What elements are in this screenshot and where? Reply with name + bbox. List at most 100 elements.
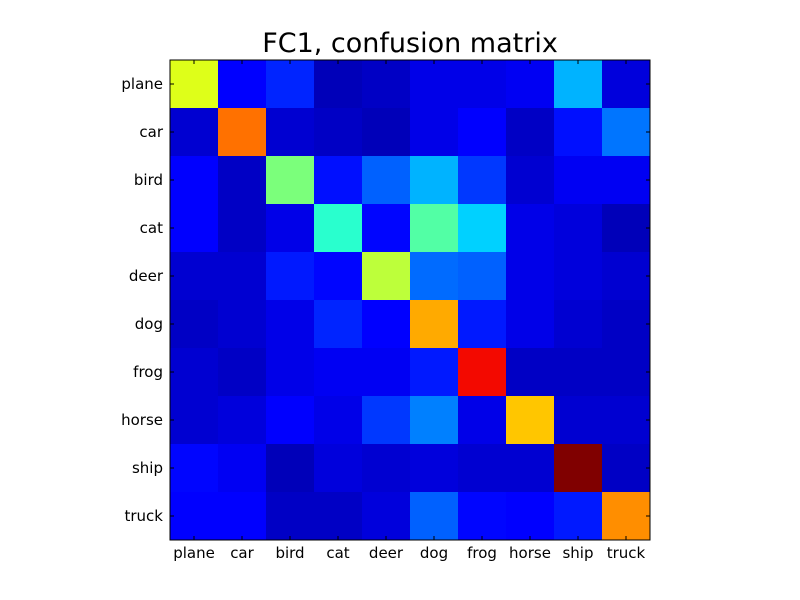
heatmap-cell-ship-bird: [266, 444, 315, 493]
heatmap-cell-frog-dog: [410, 348, 459, 397]
heatmap-cell-ship-deer: [362, 444, 411, 493]
heatmap-cell-bird-ship: [554, 156, 603, 205]
heatmap-cell-bird-cat: [314, 156, 363, 205]
heatmap-cell-truck-car: [218, 492, 267, 541]
y-tick-label-plane: plane: [121, 75, 163, 93]
x-tick-label-bird: bird: [275, 544, 304, 562]
heatmap-cells: [170, 60, 651, 541]
heatmap-cell-dog-frog: [458, 300, 507, 349]
heatmap-cell-cat-ship: [554, 204, 603, 253]
y-tick-label-deer: deer: [129, 267, 164, 285]
heatmap-cell-truck-ship: [554, 492, 603, 541]
heatmap-cell-horse-horse: [506, 396, 555, 445]
plot-frame: [169, 59, 651, 541]
heatmap-cell-deer-deer: [362, 252, 411, 301]
heatmap-cell-frog-truck: [602, 348, 651, 397]
heatmap-cell-truck-bird: [266, 492, 315, 541]
heatmap-cell-ship-cat: [314, 444, 363, 493]
heatmap-cell-truck-dog: [410, 492, 459, 541]
heatmap-cell-bird-truck: [602, 156, 651, 205]
heatmap-cell-deer-cat: [314, 252, 363, 301]
heatmap-cell-plane-truck: [602, 60, 651, 109]
heatmap-cell-ship-frog: [458, 444, 507, 493]
heatmap-cell-cat-dog: [410, 204, 459, 253]
heatmap-cell-cat-deer: [362, 204, 411, 253]
tick-labels: plane car bird cat deer dog frog horse ship truck…: [121, 75, 645, 562]
heatmap-cell-dog-ship: [554, 300, 603, 349]
heatmap-cell-horse-bird: [266, 396, 315, 445]
x-tick-label-ship: ship: [562, 544, 593, 562]
heatmap-cell-horse-deer: [362, 396, 411, 445]
heatmap-cell-car-dog: [410, 108, 459, 157]
heatmap-cell-ship-plane: [170, 444, 219, 493]
heatmap-cell-cat-cat: [314, 204, 363, 253]
heatmap-cell-deer-truck: [602, 252, 651, 301]
x-tick-label-deer: deer: [369, 544, 404, 562]
y-tick-label-truck: truck: [125, 507, 164, 525]
heatmap-cell-horse-car: [218, 396, 267, 445]
heatmap-cell-deer-car: [218, 252, 267, 301]
heatmap-cell-horse-truck: [602, 396, 651, 445]
heatmap-cell-bird-plane: [170, 156, 219, 205]
heatmap-cell-car-cat: [314, 108, 363, 157]
heatmap-cell-plane-bird: [266, 60, 315, 109]
heatmap-cell-frog-bird: [266, 348, 315, 397]
heatmap-cell-car-bird: [266, 108, 315, 157]
heatmap-cell-deer-plane: [170, 252, 219, 301]
y-tick-label-car: car: [139, 123, 163, 141]
heatmap-cell-deer-horse: [506, 252, 555, 301]
heatmap-cell-dog-bird: [266, 300, 315, 349]
heatmap-cell-frog-horse: [506, 348, 555, 397]
heatmap-cell-bird-dog: [410, 156, 459, 205]
heatmap-cell-truck-plane: [170, 492, 219, 541]
heatmap-cell-ship-ship: [554, 444, 603, 493]
heatmap-cell-horse-plane: [170, 396, 219, 445]
heatmap-cell-plane-plane: [170, 60, 219, 109]
heatmap-cell-dog-dog: [410, 300, 459, 349]
heatmap-cell-cat-plane: [170, 204, 219, 253]
heatmap-cell-plane-frog: [458, 60, 507, 109]
heatmap-cell-truck-cat: [314, 492, 363, 541]
heatmap-cell-truck-truck: [602, 492, 651, 541]
heatmap-cell-bird-car: [218, 156, 267, 205]
y-tick-label-dog: dog: [135, 315, 163, 333]
y-tick-label-frog: frog: [133, 363, 163, 381]
chart-title: FC1, confusion matrix: [262, 28, 558, 59]
x-tick-label-car: car: [230, 544, 254, 562]
heatmap-cell-horse-ship: [554, 396, 603, 445]
heatmap-cell-dog-deer: [362, 300, 411, 349]
heatmap-cell-truck-deer: [362, 492, 411, 541]
y-tick-label-ship: ship: [132, 459, 163, 477]
heatmap-cell-cat-bird: [266, 204, 315, 253]
heatmap-cell-car-ship: [554, 108, 603, 157]
heatmap-cell-horse-cat: [314, 396, 363, 445]
heatmap-cell-dog-cat: [314, 300, 363, 349]
heatmap-cell-dog-plane: [170, 300, 219, 349]
x-tick-label-frog: frog: [467, 544, 497, 562]
x-tick-label-plane: plane: [173, 544, 215, 562]
heatmap-cell-ship-dog: [410, 444, 459, 493]
heatmap-cell-frog-deer: [362, 348, 411, 397]
heatmap-cell-cat-frog: [458, 204, 507, 253]
heatmap-cell-car-car: [218, 108, 267, 157]
heatmap-cell-frog-cat: [314, 348, 363, 397]
heatmap-cell-frog-plane: [170, 348, 219, 397]
heatmap-cell-ship-car: [218, 444, 267, 493]
heatmap-cell-deer-bird: [266, 252, 315, 301]
heatmap-cell-plane-ship: [554, 60, 603, 109]
heatmap-cell-bird-frog: [458, 156, 507, 205]
tick-marks: [170, 60, 650, 540]
y-tick-label-horse: horse: [121, 411, 163, 429]
heatmap-cell-deer-dog: [410, 252, 459, 301]
heatmap-cell-car-horse: [506, 108, 555, 157]
heatmap-cell-plane-car: [218, 60, 267, 109]
heatmap-cell-car-deer: [362, 108, 411, 157]
heatmap-cell-plane-cat: [314, 60, 363, 109]
heatmap-cell-dog-horse: [506, 300, 555, 349]
heatmap-cell-horse-frog: [458, 396, 507, 445]
heatmap-cell-deer-ship: [554, 252, 603, 301]
heatmap-cell-bird-horse: [506, 156, 555, 205]
heatmap-cell-plane-deer: [362, 60, 411, 109]
